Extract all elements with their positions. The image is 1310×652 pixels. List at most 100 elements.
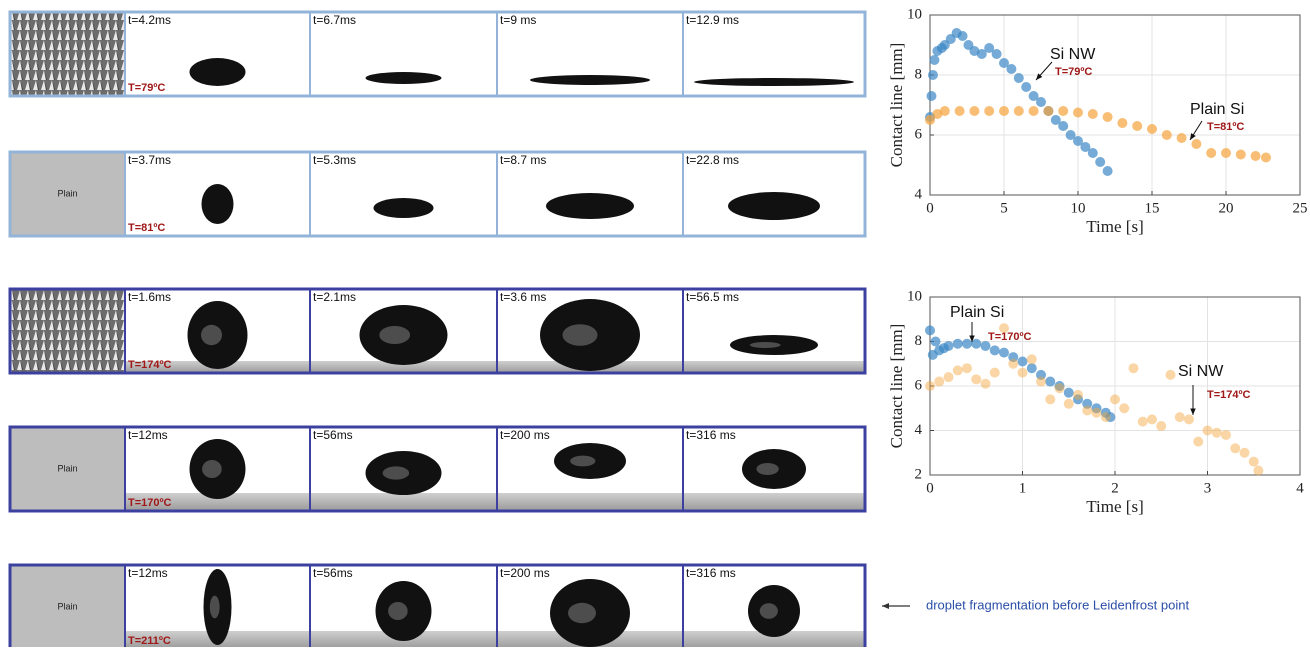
data-point bbox=[1008, 359, 1018, 369]
data-point bbox=[1036, 97, 1046, 107]
nanowire-thumb bbox=[10, 289, 125, 373]
x-tick-label: 5 bbox=[1000, 200, 1008, 216]
data-point bbox=[1253, 466, 1263, 476]
series-label: Si NW bbox=[1050, 46, 1096, 63]
data-point bbox=[1240, 448, 1250, 458]
data-point bbox=[1014, 73, 1024, 83]
frame-time: t=8.7 ms bbox=[500, 153, 546, 167]
data-point bbox=[1027, 354, 1037, 364]
temperature: T=81ºC bbox=[128, 222, 165, 234]
frame-time: t=4.2ms bbox=[128, 13, 171, 27]
data-point bbox=[1103, 166, 1113, 176]
frame-time: t=5.3ms bbox=[313, 153, 356, 167]
series-label: Plain Si bbox=[1190, 101, 1244, 118]
data-point bbox=[955, 106, 965, 116]
droplet-highlight bbox=[201, 325, 222, 345]
data-point bbox=[1045, 394, 1055, 404]
data-point bbox=[1058, 106, 1068, 116]
x-tick-label: 15 bbox=[1145, 200, 1160, 216]
temperature-annotation: T=170ºC bbox=[988, 331, 1032, 343]
y-axis-label: Contact line [mm] bbox=[887, 43, 906, 168]
data-point bbox=[929, 55, 939, 65]
droplet bbox=[202, 184, 234, 224]
substrate bbox=[497, 493, 683, 511]
data-point bbox=[971, 374, 981, 384]
frame-time: t=3.7ms bbox=[128, 153, 171, 167]
data-point bbox=[962, 363, 972, 373]
frame-time: t=56.5 ms bbox=[686, 290, 739, 304]
data-point bbox=[1006, 64, 1016, 74]
data-point bbox=[1014, 106, 1024, 116]
plot-area bbox=[930, 15, 1300, 195]
panel-row: t=1.6mst=2.1mst=3.6 mst=56.5 msT=174ºC bbox=[10, 289, 865, 373]
x-tick-label: 3 bbox=[1204, 480, 1212, 496]
substrate bbox=[683, 361, 865, 373]
thumb-label: Plain bbox=[57, 601, 77, 611]
x-tick-label: 4 bbox=[1296, 480, 1304, 496]
data-point bbox=[926, 91, 936, 101]
temperature: T=174ºC bbox=[128, 359, 172, 371]
y-axis-label: Contact line [mm] bbox=[887, 324, 906, 449]
data-point bbox=[999, 348, 1009, 358]
data-point bbox=[1117, 118, 1127, 128]
data-point bbox=[1064, 388, 1074, 398]
x-tick-label: 0 bbox=[926, 200, 934, 216]
data-point bbox=[1110, 394, 1120, 404]
data-point bbox=[1156, 421, 1166, 431]
data-point bbox=[1021, 82, 1031, 92]
y-tick-label: 2 bbox=[915, 466, 923, 482]
data-point bbox=[944, 341, 954, 351]
x-tick-label: 0 bbox=[926, 480, 934, 496]
data-point bbox=[990, 345, 1000, 355]
data-point bbox=[1018, 357, 1028, 367]
data-point bbox=[944, 372, 954, 382]
data-point bbox=[953, 339, 963, 349]
data-point bbox=[1088, 148, 1098, 158]
substrate bbox=[683, 493, 865, 511]
note: droplet fragmentation before Leidenfrost… bbox=[926, 597, 1189, 612]
x-tick-label: 1 bbox=[1019, 480, 1027, 496]
data-point bbox=[1073, 108, 1083, 118]
droplet-highlight bbox=[563, 324, 598, 346]
data-point bbox=[984, 106, 994, 116]
frame-time: t=56ms bbox=[313, 566, 353, 580]
droplet-highlight bbox=[760, 603, 778, 619]
x-axis-label: Time [s] bbox=[1086, 217, 1143, 236]
x-tick-label: 10 bbox=[1071, 200, 1086, 216]
x-tick-label: 2 bbox=[1111, 480, 1119, 496]
data-point bbox=[1249, 457, 1259, 467]
droplet-highlight bbox=[570, 456, 595, 467]
y-tick-label: 4 bbox=[915, 422, 923, 438]
data-point bbox=[928, 70, 938, 80]
data-point bbox=[1045, 377, 1055, 387]
data-point bbox=[1129, 363, 1139, 373]
y-tick-label: 10 bbox=[907, 288, 922, 304]
data-point bbox=[969, 106, 979, 116]
frame-time: t=200 ms bbox=[500, 566, 550, 580]
data-point bbox=[1147, 124, 1157, 134]
data-point bbox=[1162, 130, 1172, 140]
temperature-annotation: T=79ºC bbox=[1055, 66, 1092, 78]
data-point bbox=[953, 365, 963, 375]
data-point bbox=[1018, 368, 1028, 378]
temperature: T=170ºC bbox=[128, 497, 172, 509]
data-point bbox=[925, 381, 935, 391]
data-point bbox=[962, 339, 972, 349]
frame-time: t=3.6 ms bbox=[500, 290, 546, 304]
temperature: T=79ºC bbox=[128, 82, 165, 94]
data-point bbox=[1082, 405, 1092, 415]
data-point bbox=[1132, 121, 1142, 131]
data-point bbox=[1055, 383, 1065, 393]
droplet-highlight bbox=[750, 342, 781, 348]
droplet-highlight bbox=[210, 596, 220, 619]
data-point bbox=[1138, 417, 1148, 427]
thumb-label: Plain bbox=[57, 463, 77, 473]
y-tick-label: 10 bbox=[907, 6, 922, 22]
substrate bbox=[310, 493, 497, 511]
data-point bbox=[1088, 109, 1098, 119]
data-point bbox=[1058, 121, 1068, 131]
panel-row: Plaint=3.7mst=5.3mst=8.7 mst=22.8 msT=81… bbox=[10, 152, 865, 236]
note-arrowhead bbox=[882, 603, 889, 609]
